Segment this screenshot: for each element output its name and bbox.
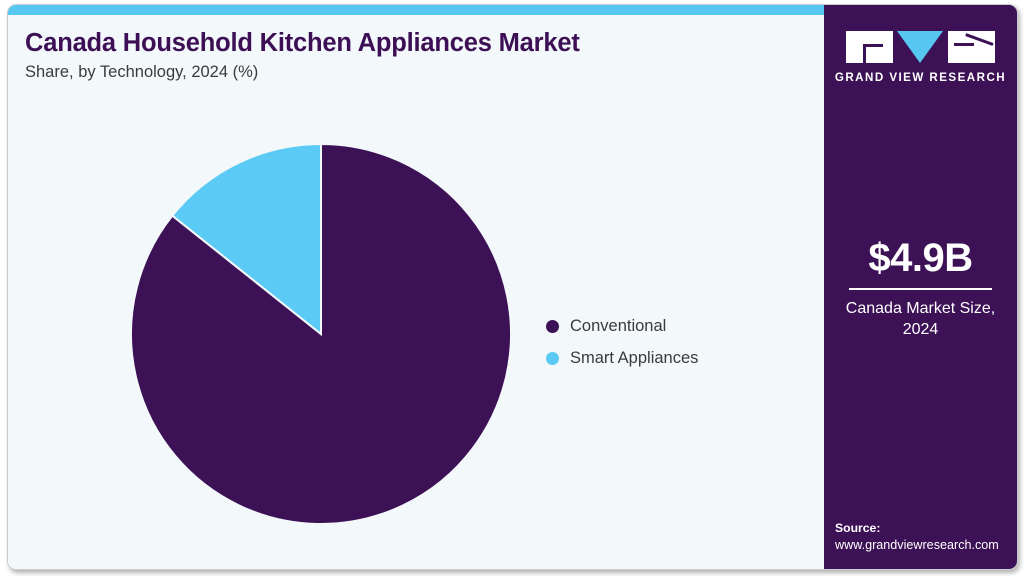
legend-item-conventional[interactable]: Conventional xyxy=(546,310,796,342)
page-title: Canada Household Kitchen Appliances Mark… xyxy=(25,29,580,57)
source-block: Source: www.grandviewresearch.com xyxy=(835,520,1017,555)
stat-divider xyxy=(849,288,992,290)
source-label: Source: xyxy=(835,520,881,535)
legend-label-conventional: Conventional xyxy=(570,316,667,335)
legend-swatch-smart-appliances xyxy=(546,351,559,365)
brand-panel: GRAND VIEW RESEARCH $4.9B Canada Market … xyxy=(824,5,1017,569)
page-subtitle: Share, by Technology, 2024 (%) xyxy=(25,63,259,81)
market-size-value: $4.9B xyxy=(868,236,973,280)
market-size-stat: $4.9B Canada Market Size, 2024 xyxy=(824,237,1017,340)
logo-wordmark: GRAND VIEW RESEARCH xyxy=(834,71,1007,84)
logo-v-icon xyxy=(897,31,943,63)
pie-chart-svg xyxy=(130,142,512,525)
legend-label-smart-appliances: Smart Appliances xyxy=(570,348,699,367)
logo-r-icon xyxy=(948,31,995,63)
logo-marks xyxy=(846,31,995,63)
chart-pane: Canada Household Kitchen Appliances Mark… xyxy=(8,15,826,569)
infographic-card: Canada Household Kitchen Appliances Mark… xyxy=(7,4,1018,570)
pie-chart xyxy=(126,139,516,529)
pie-slice-smart-appliances[interactable] xyxy=(170,142,322,337)
chart-legend: Conventional Smart Appliances xyxy=(546,310,796,374)
top-accent-bar xyxy=(8,5,826,15)
source-url[interactable]: www.grandviewresearch.com xyxy=(835,538,999,553)
logo-g-icon xyxy=(846,31,893,63)
legend-swatch-conventional xyxy=(546,319,559,333)
market-size-caption: Canada Market Size, 2024 xyxy=(845,299,996,338)
legend-item-smart-appliances[interactable]: Smart Appliances xyxy=(546,342,796,374)
grand-view-research-logo[interactable]: GRAND VIEW RESEARCH xyxy=(824,31,1017,84)
